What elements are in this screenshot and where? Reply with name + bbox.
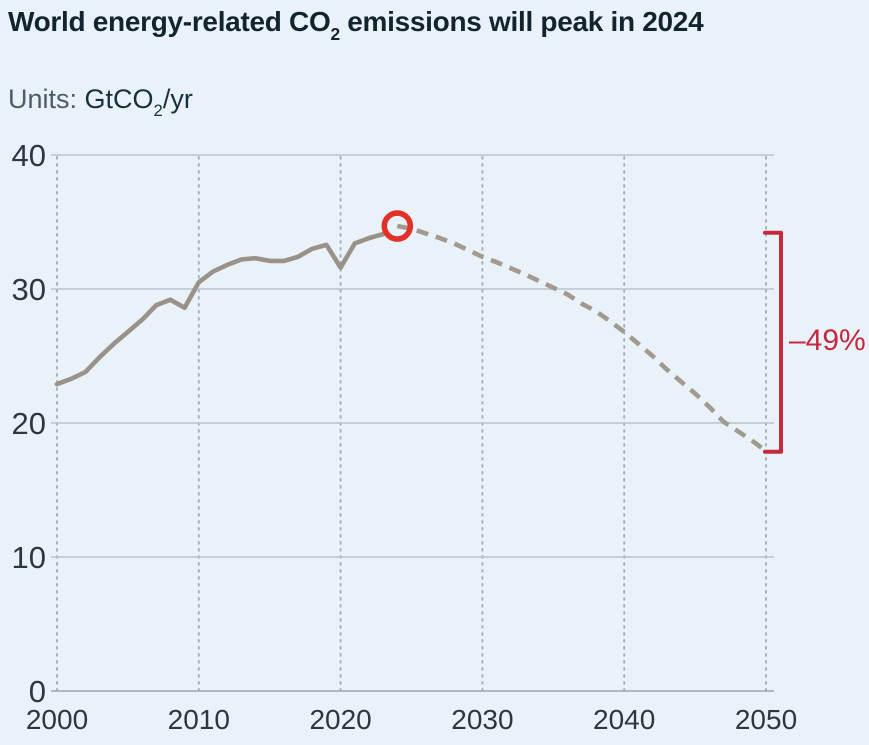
y-axis-tick-label-0: 0	[28, 674, 46, 709]
change-bracket	[763, 230, 783, 454]
y-axis-tick-label-20: 20	[11, 406, 46, 441]
y-axis-tick-label-40: 40	[11, 138, 46, 173]
units-subscript: 2	[153, 101, 163, 121]
chart-title: World energy-related CO2 emissions will …	[8, 6, 704, 42]
units-value-pre: GtCO	[77, 84, 154, 114]
historical-line	[54, 231, 386, 387]
chart-title-subscript: 2	[330, 23, 340, 44]
chart-title-pre: World energy-related CO	[8, 6, 331, 37]
units-value-post: /yr	[162, 84, 193, 114]
x-axis-tick-label-2050: 2050	[734, 704, 798, 735]
units-label: Units:	[8, 84, 78, 114]
chart-title-post: emissions will peak in 2024	[339, 6, 704, 37]
x-axis-tick-label-2040: 2040	[593, 704, 656, 735]
x-axis-tick-label-2020: 2020	[309, 704, 372, 735]
percent-change-label: –49%	[789, 324, 866, 358]
x-axis-tick-label-2000: 2000	[25, 704, 89, 735]
forecast-line	[396, 223, 768, 453]
y-axis-tick-label-30: 30	[11, 272, 46, 307]
peak-marker-circle	[381, 210, 414, 242]
y-axis-tick-label-10: 10	[11, 540, 46, 575]
x-axis-tick-label-2030: 2030	[451, 704, 514, 735]
x-axis-tick-label-2010: 2010	[167, 704, 230, 735]
units-line: Units: GtCO2/yr	[8, 84, 193, 119]
